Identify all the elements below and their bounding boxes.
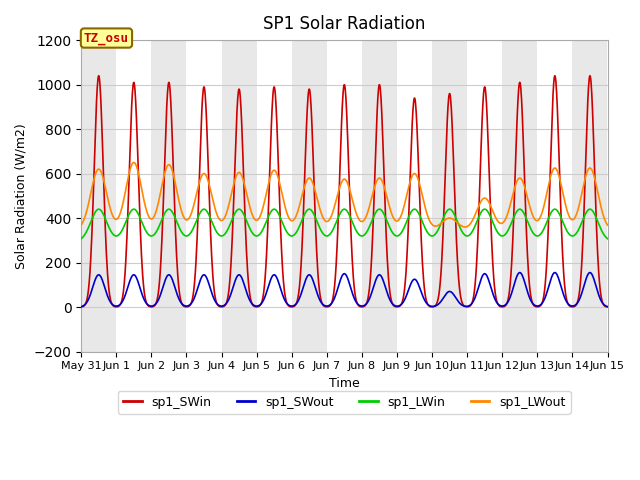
Bar bbox=[221, 40, 257, 351]
Bar bbox=[327, 40, 362, 351]
Bar bbox=[607, 40, 640, 351]
Y-axis label: Solar Radiation (W/m2): Solar Radiation (W/m2) bbox=[15, 123, 28, 269]
Bar bbox=[572, 40, 607, 351]
Bar bbox=[432, 40, 467, 351]
Bar bbox=[397, 40, 432, 351]
Legend: sp1_SWin, sp1_SWout, sp1_LWin, sp1_LWout: sp1_SWin, sp1_SWout, sp1_LWin, sp1_LWout bbox=[118, 391, 571, 414]
Bar bbox=[362, 40, 397, 351]
Bar bbox=[292, 40, 327, 351]
Title: SP1 Solar Radiation: SP1 Solar Radiation bbox=[263, 15, 426, 33]
Bar bbox=[538, 40, 572, 351]
Bar bbox=[502, 40, 538, 351]
Text: TZ_osu: TZ_osu bbox=[84, 32, 129, 45]
Bar bbox=[81, 40, 116, 351]
Bar bbox=[257, 40, 292, 351]
Bar bbox=[116, 40, 151, 351]
X-axis label: Time: Time bbox=[329, 377, 360, 390]
Bar bbox=[151, 40, 186, 351]
Bar bbox=[186, 40, 221, 351]
Bar bbox=[467, 40, 502, 351]
